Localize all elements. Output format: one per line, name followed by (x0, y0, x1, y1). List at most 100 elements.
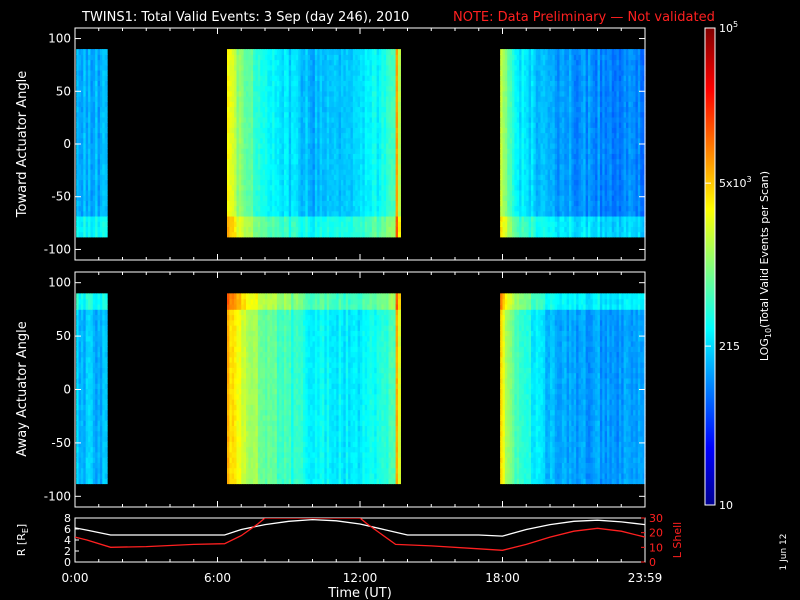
heatmap-cell (246, 49, 249, 55)
heatmap-cell (260, 85, 264, 92)
heatmap-cell (531, 101, 534, 108)
heatmap-cell (531, 205, 534, 212)
heatmap-cell (338, 90, 342, 97)
heatmap-cell (554, 163, 558, 170)
heatmap-cell (248, 90, 252, 97)
heatmap-cell (386, 205, 390, 212)
heatmap-cell (367, 64, 371, 71)
heatmap-cell (393, 195, 397, 201)
heatmap-cell (523, 215, 527, 222)
heatmap-cell (102, 200, 106, 207)
heatmap-cell (592, 101, 596, 108)
heatmap-cell (293, 169, 297, 175)
heatmap-cell (580, 59, 584, 66)
heatmap-cell (281, 179, 285, 186)
heatmap-cell (557, 59, 561, 66)
heatmap-cell (248, 189, 252, 196)
heatmap-cell (597, 64, 601, 71)
heatmap-cell (265, 69, 268, 76)
heatmap-cell (274, 111, 278, 118)
heatmap-cell (250, 101, 254, 108)
heatmap-cell (331, 200, 335, 207)
heatmap-cell (102, 54, 106, 61)
heatmap-cell (552, 127, 556, 134)
heatmap-cell (538, 54, 542, 61)
heatmap-cell (597, 96, 601, 102)
heatmap-cell (355, 148, 359, 154)
heatmap-cell (310, 163, 314, 170)
heatmap-cell (364, 163, 368, 170)
heatmap-cell (571, 111, 575, 118)
heatmap-cell (286, 85, 290, 92)
heatmap-cell (229, 49, 233, 55)
heatmap-cell (578, 226, 582, 233)
heatmap-cell (329, 142, 333, 149)
heatmap-cell (236, 132, 240, 139)
heatmap-cell (573, 179, 577, 186)
heatmap-cell (293, 205, 297, 212)
heatmap-cell (379, 96, 382, 102)
heatmap-cell (267, 59, 271, 66)
heatmap-cell (386, 163, 390, 170)
heatmap-cell (512, 163, 515, 170)
heatmap-cell (561, 174, 565, 181)
heatmap-cell (540, 158, 544, 165)
heatmap-cell (557, 137, 561, 144)
heatmap-cell (367, 231, 371, 238)
heatmap-cell (85, 75, 89, 81)
heatmap-cell (102, 122, 106, 128)
heatmap-cell (383, 189, 387, 196)
heatmap-cell (388, 80, 392, 87)
heatmap-cell (507, 111, 511, 118)
heatmap-cell (564, 231, 568, 238)
heatmap-cell (578, 221, 582, 227)
heatmap-cell (341, 80, 344, 87)
heatmap-cell (92, 163, 96, 170)
heatmap-cell (276, 163, 280, 170)
heatmap-cell (83, 111, 87, 118)
heatmap-cell (514, 101, 518, 108)
heatmap-cell (512, 75, 515, 81)
heatmap-cell (260, 127, 264, 134)
heatmap-cell (341, 221, 344, 227)
heatmap-cell (307, 127, 311, 134)
heatmap-cell (533, 148, 537, 154)
heatmap-cell (99, 101, 103, 108)
heatmap-cell (243, 184, 247, 191)
heatmap-cell (236, 54, 240, 61)
heatmap-cell (516, 226, 520, 233)
heatmap-cell (388, 169, 392, 175)
heatmap-cell (338, 158, 342, 165)
heatmap-cell (571, 189, 575, 196)
heatmap-cell (514, 205, 518, 212)
heatmap-cell (88, 69, 92, 76)
heatmap-cell (314, 132, 318, 139)
heatmap-cell (557, 90, 561, 97)
heatmap-cell (376, 163, 380, 170)
heatmap-cell (78, 195, 82, 201)
heatmap-cell (364, 195, 368, 201)
heatmap-cell (557, 122, 561, 128)
heatmap-cell (597, 200, 601, 207)
heatmap-cell (248, 137, 252, 144)
heatmap-cell (554, 127, 558, 134)
heatmap-cell (341, 49, 344, 55)
heatmap-cell (364, 122, 368, 128)
heatmap-cell (272, 200, 276, 207)
heatmap-cell (312, 54, 316, 61)
heatmap-cell (564, 210, 568, 217)
heatmap-cell (348, 64, 352, 71)
heatmap-cell (585, 64, 589, 71)
heatmap-cell (255, 163, 259, 170)
heatmap-cell (538, 106, 542, 113)
heatmap-cell (276, 148, 280, 154)
heatmap-cell (231, 101, 235, 108)
heatmap-cell (243, 221, 247, 227)
heatmap-cell (547, 231, 551, 238)
heatmap-cell (78, 106, 82, 113)
heatmap-cell (383, 205, 387, 212)
heatmap-cell (371, 59, 375, 66)
heatmap-cell (398, 210, 401, 217)
heatmap-cell (276, 200, 280, 207)
heatmap-cell (531, 142, 534, 149)
